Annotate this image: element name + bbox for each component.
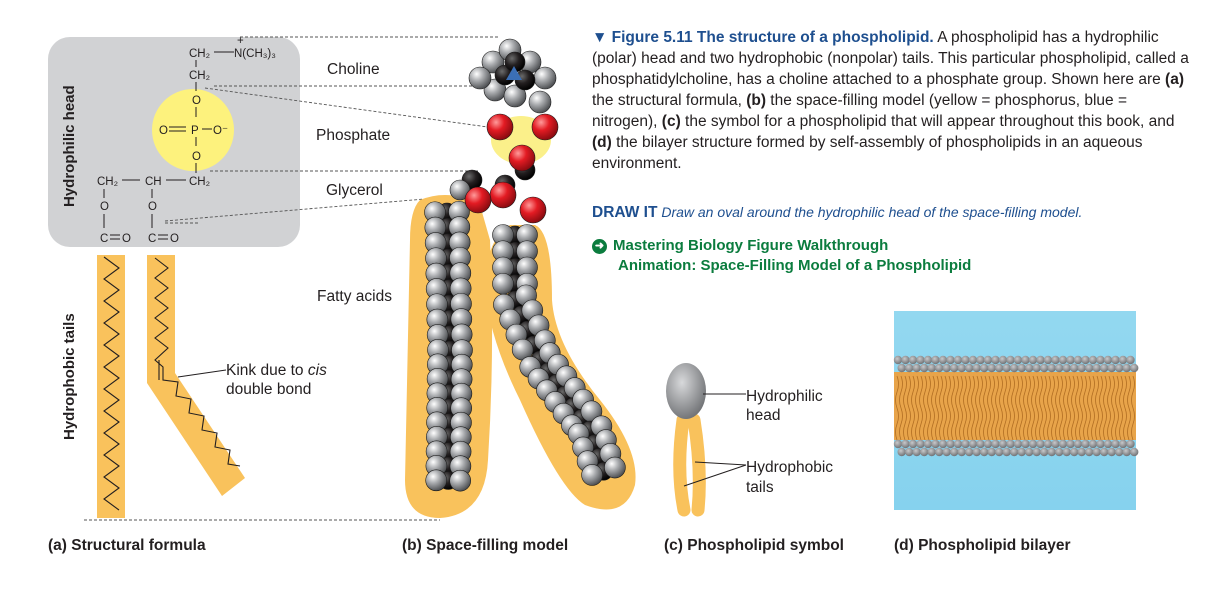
phosphate-highlight	[152, 89, 234, 171]
hydrogen-atom	[533, 66, 557, 90]
phosphorus-atom: P	[191, 125, 199, 137]
symbol-tail-left	[673, 413, 691, 517]
phospholipid-symbol	[666, 363, 747, 517]
carbonyl-o-right: O	[170, 233, 179, 245]
phospholipid-bilayer	[893, 311, 1139, 510]
hydrogen-atom	[449, 469, 471, 492]
figure-title: ▼ Figure 5.11 The structure of a phospho…	[592, 29, 934, 46]
oxygen-lower: O	[192, 151, 201, 163]
draw-it-heading: DRAW IT	[592, 204, 658, 221]
kink-label: Kink due to cis	[226, 362, 327, 379]
choline-ch2: CH₂	[189, 48, 210, 60]
symbol-head-label-2: head	[746, 407, 780, 424]
carbonyl-c-left: C	[100, 233, 108, 245]
caption-part-6: the symbol for a phospholipid that will …	[680, 113, 1175, 130]
ch2-second: CH₂	[189, 70, 210, 82]
symbol-head	[666, 363, 706, 419]
bilayer-tail-lines	[895, 375, 1135, 441]
kink-label-line2: double bond	[226, 381, 311, 398]
phosphate-double-o: O	[159, 125, 168, 137]
choline-nitrogen: N(CH₃)₃	[234, 48, 276, 60]
space-filling-model	[405, 38, 636, 518]
caption-a: (a) Structural formula	[48, 537, 206, 554]
oxygen-atom	[464, 186, 492, 214]
caption-part-2: the structural formula,	[592, 92, 747, 109]
caption-d: (d) Phospholipid bilayer	[894, 537, 1071, 554]
hydrogen-atom	[581, 464, 603, 486]
glycerol-ch2-right: CH₂	[189, 176, 210, 188]
unsaturated-tail-band	[147, 255, 245, 496]
glycerol-ch: CH	[145, 176, 162, 188]
symbol-tail-right	[687, 413, 706, 517]
fatty-acids-label: Fatty acids	[317, 288, 392, 305]
hydrophilic-head-label: Hydrophilic head	[61, 85, 78, 207]
arrow-circle-icon: ➜	[592, 239, 607, 254]
kink-label-cis: cis	[308, 362, 327, 379]
oxygen-atom	[531, 113, 559, 141]
saturated-tail-zigzag	[103, 256, 120, 511]
dashed-guides	[84, 36, 498, 521]
hydrogen-atom	[528, 90, 552, 114]
mastering-walkthrough[interactable]: Figure Walkthrough	[747, 237, 889, 254]
caption-b: (b) Space-filling model	[402, 537, 568, 554]
mastering-brand: Mastering Biology	[613, 237, 744, 254]
caption-part-1: (a)	[1165, 71, 1184, 88]
symbol-tails-label: Hydrophobic	[746, 459, 833, 476]
mastering-biology-link[interactable]: ➜ Mastering Biology Figure Walkthrough An…	[592, 236, 971, 276]
carbonyl-c-right: C	[148, 233, 156, 245]
oxygen-upper: O	[192, 95, 201, 107]
caption-part-4: the space-filling model (yellow = phosph…	[592, 92, 1128, 130]
caption-part-3: (b)	[746, 92, 766, 109]
caption-part-7: (d)	[592, 134, 612, 151]
phosphate-label: Phosphate	[316, 127, 390, 144]
caption-part-5: (c)	[661, 113, 681, 130]
draw-it-prompt: DRAW IT Draw an oval around the hydrophi…	[592, 204, 1212, 222]
nitrogen-charge: +	[237, 35, 244, 47]
hydrogen-atom	[425, 469, 448, 492]
mastering-animation[interactable]: Animation: Space-Filling Model of a Phos…	[618, 257, 972, 274]
ester-oxygen-left: O	[100, 201, 109, 213]
symbol-head-label: Hydrophilic	[746, 388, 823, 405]
kink-label-text: Kink due to	[226, 362, 304, 379]
choline-label: Choline	[327, 61, 380, 78]
glycerol-label: Glycerol	[326, 182, 383, 199]
oxygen-atom	[508, 144, 536, 172]
draw-it-text: Draw an oval around the hydrophilic head…	[661, 204, 1083, 220]
saturated-tail-band	[97, 255, 125, 518]
unsaturated-tail-zigzag	[154, 257, 241, 467]
hydrogen-atom	[604, 456, 626, 479]
bilayer-head-rows	[893, 355, 1139, 457]
hydrophobic-tails-label: Hydrophobic tails	[61, 313, 78, 440]
caption-part-0: A phospholipid has a hydrophilic (polar)…	[592, 29, 1189, 88]
structural-formula: CH₂ N(CH₃)₃ + CH₂ O O P O⁻ O CH₂ CH CH₂ …	[48, 35, 300, 518]
glycerol-ch2-left: CH₂	[97, 176, 118, 188]
carbonyl-o-left: O	[122, 233, 131, 245]
figure-caption: ▼ Figure 5.11 The structure of a phospho…	[592, 27, 1192, 174]
caption-c: (c) Phospholipid symbol	[664, 537, 844, 554]
hydrogen-atom	[468, 66, 492, 90]
oxygen-atom	[486, 113, 514, 141]
hydrogen-atom	[503, 84, 527, 108]
ester-oxygen-right: O	[148, 201, 157, 213]
oxygen-atom	[489, 181, 517, 209]
symbol-tails-label-2: tails	[746, 479, 774, 496]
oxygen-atom	[519, 196, 547, 224]
atom-spheres	[424, 38, 626, 492]
caption-part-8: the bilayer structure formed by self-ass…	[592, 134, 1143, 172]
kink-pointer	[177, 369, 227, 378]
hydrogen-atom	[492, 272, 514, 295]
nitrogen-atom	[506, 66, 522, 80]
oxygen-minus: O⁻	[213, 125, 228, 137]
